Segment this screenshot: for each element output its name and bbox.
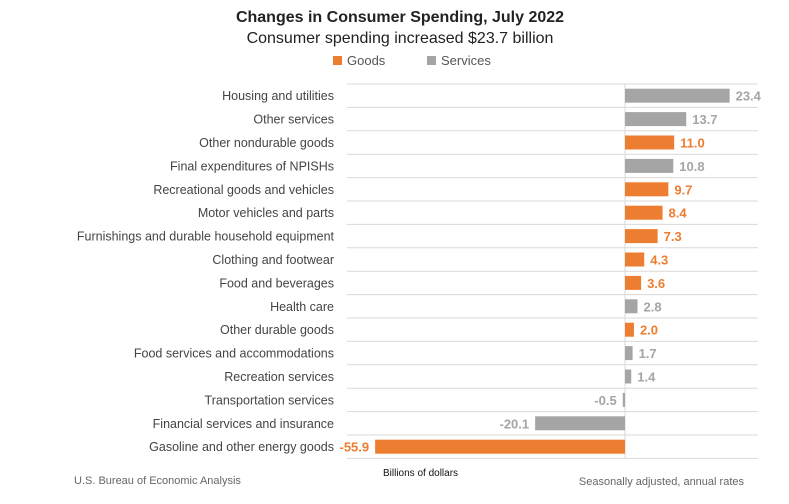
data-label: 2.0 xyxy=(640,323,658,338)
data-label: 23.4 xyxy=(736,89,762,104)
category-label: Other nondurable goods xyxy=(199,136,334,150)
category-label: Transportation services xyxy=(205,393,334,407)
category-label: Food and beverages xyxy=(219,276,334,290)
data-label: -0.5 xyxy=(594,393,616,408)
category-label: Health care xyxy=(270,300,334,314)
data-label: 4.3 xyxy=(650,253,668,268)
data-label: 13.7 xyxy=(692,112,717,127)
bar-goods xyxy=(625,322,634,337)
data-label: 11.0 xyxy=(680,136,705,151)
rates-note: Seasonally adjusted, annual rates xyxy=(579,476,745,488)
bar-goods xyxy=(625,275,642,290)
bar-goods xyxy=(625,205,663,220)
data-label: 2.8 xyxy=(644,299,662,314)
bar-services xyxy=(625,369,632,384)
chart-subtitle: Consumer spending increased $23.7 billio… xyxy=(247,30,554,47)
bar-services xyxy=(625,112,687,127)
category-label: Final expenditures of NPISHs xyxy=(170,159,334,173)
legend-swatch-services xyxy=(427,56,436,65)
bars: Housing and utilities 23.4 Other services 1… xyxy=(77,88,762,455)
data-label: 8.4 xyxy=(669,206,688,221)
bar-services xyxy=(625,88,730,103)
category-label: Financial services and insurance xyxy=(153,417,334,431)
legend-label-services: Services xyxy=(441,53,491,68)
data-label: 10.8 xyxy=(679,159,704,174)
category-label: Other services xyxy=(253,113,334,127)
bar-goods xyxy=(625,182,669,197)
category-label: Other durable goods xyxy=(220,323,334,337)
bar-services xyxy=(622,392,625,407)
bar-services xyxy=(535,416,625,431)
source-note: U.S. Bureau of Economic Analysis xyxy=(74,475,241,487)
category-label: Furnishings and durable household equipm… xyxy=(77,230,335,244)
category-label: Housing and utilities xyxy=(222,89,334,103)
data-label: 1.7 xyxy=(639,346,657,361)
category-label: Clothing and footwear xyxy=(212,253,334,267)
bar-goods xyxy=(375,439,625,454)
bar-services xyxy=(625,299,638,314)
bar-goods xyxy=(625,252,645,267)
data-label: -20.1 xyxy=(500,416,530,431)
data-label: 9.7 xyxy=(674,182,692,197)
category-label: Gasoline and other energy goods xyxy=(149,440,334,454)
legend-swatch-goods xyxy=(333,56,342,65)
category-label: Food services and accommodations xyxy=(134,347,334,361)
bar-services xyxy=(625,346,633,361)
bar-services xyxy=(625,158,674,173)
x-axis-label: Billions of dollars xyxy=(383,468,458,479)
bar-goods xyxy=(625,229,658,244)
data-label: 1.4 xyxy=(637,370,656,385)
data-label: -55.9 xyxy=(339,440,369,455)
category-label: Recreation services xyxy=(224,370,334,384)
legend: Goods Services xyxy=(333,53,491,68)
chart-title: Changes in Consumer Spending, July 2022 xyxy=(236,9,564,26)
category-label: Motor vehicles and parts xyxy=(198,206,334,220)
gridlines xyxy=(347,83,758,459)
category-label: Recreational goods and vehicles xyxy=(153,183,334,197)
data-label: 3.6 xyxy=(647,276,665,291)
bar-goods xyxy=(625,135,675,150)
legend-label-goods: Goods xyxy=(347,53,386,68)
data-label: 7.3 xyxy=(664,229,682,244)
